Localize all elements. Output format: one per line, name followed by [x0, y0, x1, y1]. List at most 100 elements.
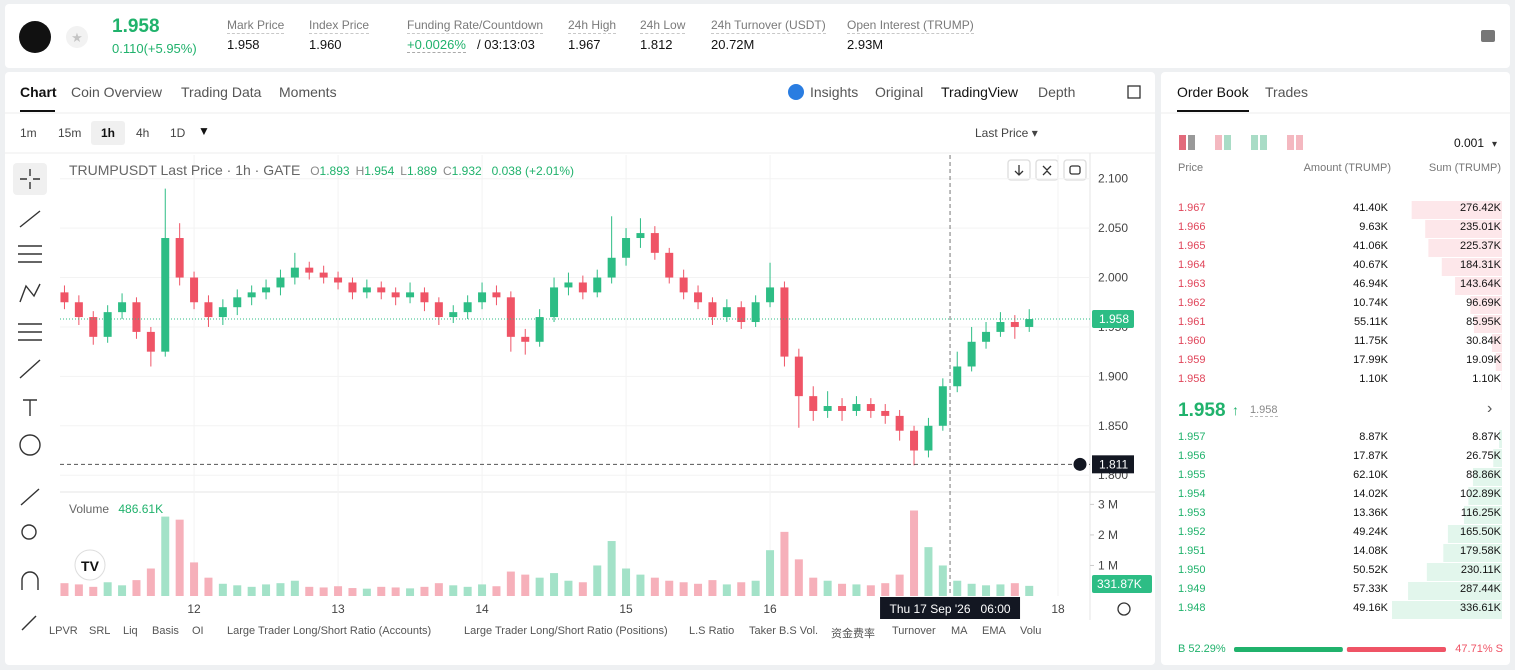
ohlc: O1.893 H1.954 L1.889 C1.932 — [310, 164, 488, 178]
tab[interactable]: Trading Data — [181, 84, 262, 100]
header-panel — [5, 4, 1510, 68]
indicator[interactable]: OI — [192, 625, 204, 637]
volume-legend: Volume 486.61K — [69, 502, 163, 516]
indicator[interactable]: Basis — [152, 625, 179, 637]
ob-sum: 276.42K — [1460, 202, 1501, 214]
view-tab[interactable]: Depth — [1038, 84, 1076, 100]
view-tab[interactable]: TradingView — [941, 84, 1019, 100]
indicator[interactable]: 资金费率 — [831, 628, 875, 640]
interval[interactable]: 1D — [170, 126, 186, 140]
legend-title: TRUMPUSDT Last Price · 1h · GATE — [69, 162, 301, 178]
ob-price: 1.963 — [1178, 278, 1206, 290]
interval[interactable]: 15m — [58, 126, 82, 140]
volume-value: 486.61K — [118, 502, 164, 516]
ob-amount: 41.40K — [1353, 202, 1388, 214]
ob-sum: 287.44K — [1460, 583, 1501, 595]
stat-label: Mark Price — [227, 18, 285, 34]
indicator[interactable]: EMA — [982, 625, 1006, 637]
legend-change: 0.038 (+2.01%) — [491, 164, 574, 178]
ob-sum: 143.64K — [1460, 278, 1501, 290]
sell-ratio: 47.71% S — [1455, 643, 1503, 655]
ob-amount: 11.75K — [1353, 335, 1388, 347]
ob-amount: 62.10K — [1353, 469, 1388, 481]
buy-ratio: B 52.29% — [1178, 643, 1226, 655]
indicator[interactable]: Large Trader Long/Short Ratio (Accounts) — [227, 625, 432, 637]
precision[interactable]: 0.001 — [1454, 136, 1485, 150]
stat-value: 1.958 — [227, 37, 260, 52]
interval[interactable]: 1h — [101, 126, 116, 140]
ohlc-value: 1.889 — [406, 164, 437, 178]
ob-amount: 9.63K — [1359, 221, 1388, 233]
order-book-panel — [1161, 72, 1510, 665]
tab[interactable]: Coin Overview — [71, 84, 163, 100]
ohlc-key: L — [400, 164, 407, 178]
ob-price: 1.955 — [1178, 469, 1206, 481]
ob-price: 1.951 — [1178, 545, 1206, 557]
stat-value: 20.72M — [711, 37, 755, 52]
indicator[interactable]: Taker B.S Vol. — [749, 625, 819, 637]
interval[interactable]: 1m — [20, 126, 37, 140]
indicator[interactable]: Turnover — [892, 625, 936, 637]
ob-tab[interactable]: Order Book — [1177, 84, 1249, 100]
ob-sum: 85.95K — [1466, 316, 1501, 328]
ob-sum: 235.01K — [1460, 221, 1501, 233]
view-tab[interactable]: Original — [875, 84, 924, 100]
ob-sum: 19.09K — [1466, 354, 1501, 366]
ob-sum: 96.69K — [1466, 297, 1501, 309]
ob-price: 1.953 — [1178, 507, 1206, 519]
ob-amount: 10.74K — [1353, 297, 1388, 309]
indicator[interactable]: Volu — [1020, 625, 1042, 637]
ob-sum: 88.86K — [1466, 469, 1501, 481]
tab[interactable]: Chart — [20, 84, 57, 100]
ob-amount: 41.06K — [1353, 240, 1388, 252]
view-tab[interactable]: Insights — [810, 84, 859, 100]
stat-value: 1.812 — [640, 37, 673, 52]
ob-price: 1.965 — [1178, 240, 1206, 252]
ob-sum: 165.50K — [1460, 526, 1501, 538]
ob-amount: 1.10K — [1359, 373, 1388, 385]
ob-price: 1.958 — [1178, 373, 1206, 385]
ob-price: 1.948 — [1178, 602, 1206, 614]
ob-amount: 49.24K — [1353, 526, 1388, 538]
ob-amount: 14.08K — [1353, 545, 1388, 557]
indicator[interactable]: LPVR — [49, 625, 78, 637]
ob-price: 1.957 — [1178, 431, 1206, 443]
stat-value: 1.967 — [568, 37, 601, 52]
ob-amount: 57.33K — [1353, 583, 1388, 595]
interval[interactable]: 4h — [136, 126, 150, 140]
ob-amount: 14.02K — [1353, 488, 1388, 500]
stat-label: Funding Rate/Countdown — [407, 18, 544, 34]
ob-sum: 1.10K — [1472, 373, 1501, 385]
ob-column: Price — [1178, 162, 1204, 174]
ob-sum: 30.84K — [1466, 335, 1501, 347]
indicator[interactable]: MA — [951, 625, 968, 637]
ob-amount: 46.94K — [1353, 278, 1388, 290]
indicator[interactable]: L.S Ratio — [689, 625, 735, 637]
indicator[interactable]: Large Trader Long/Short Ratio (Positions… — [464, 625, 668, 637]
stat-value: +0.0026% — [407, 37, 466, 53]
ob-column: Sum (TRUMP) — [1428, 162, 1501, 174]
ob-amount: 50.52K — [1353, 564, 1388, 576]
stat-label: Index Price — [309, 18, 370, 34]
indicator[interactable]: SRL — [89, 625, 111, 637]
ob-price: 1.952 — [1178, 526, 1206, 538]
legend: TRUMPUSDT Last Price · 1h · GATE O1.893 H… — [69, 162, 574, 178]
price-change: 0.110(+5.95%) — [112, 41, 197, 56]
ob-price: 1.966 — [1178, 221, 1206, 233]
ob-chevron[interactable]: › — [1487, 400, 1493, 417]
stat-label: Open Interest (TRUMP) — [847, 18, 974, 34]
ob-amount: 17.99K — [1353, 354, 1388, 366]
ob-price: 1.949 — [1178, 583, 1206, 595]
ob-amount: 55.11K — [1353, 316, 1388, 328]
ob-price: 1.950 — [1178, 564, 1206, 576]
ob-tab[interactable]: Trades — [1265, 84, 1309, 100]
indicator[interactable]: Liq — [123, 625, 138, 637]
ohlc-key: H — [355, 164, 365, 178]
tab[interactable]: Moments — [279, 84, 337, 100]
ohlc-key: O — [310, 164, 320, 178]
mid-price: 1.958 — [1178, 400, 1226, 421]
price-source[interactable]: Last Price ▾ — [975, 126, 1038, 140]
ob-sum: 230.11K — [1460, 564, 1501, 576]
interval-more[interactable]: ▼ — [198, 124, 210, 138]
ob-price: 1.962 — [1178, 297, 1206, 309]
